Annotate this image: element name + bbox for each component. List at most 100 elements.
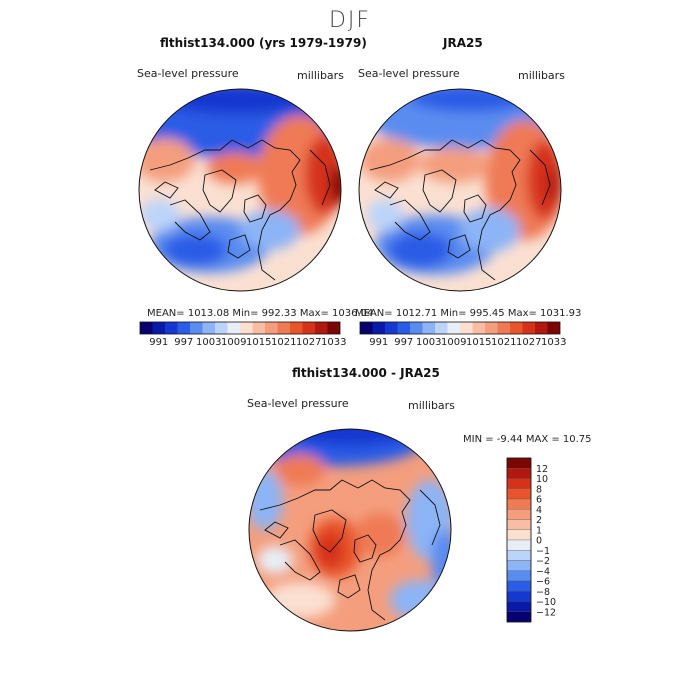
panel3-colorbar-tick-label: 0 bbox=[536, 536, 542, 547]
panel1-units-label: millibars bbox=[297, 69, 344, 82]
panel2-colorbar-tick-label: 1027 bbox=[516, 337, 541, 348]
panel1-colorbar-tick-label: 1027 bbox=[296, 337, 321, 348]
panel3-variable-label: Sea-level pressure bbox=[247, 397, 349, 410]
panel3-colorbar-tick-label: 6 bbox=[536, 495, 542, 506]
panel2-colorbar-swatch bbox=[435, 322, 448, 334]
panel3-colorbar-swatch bbox=[506, 550, 532, 561]
panel1-colorbar-tick-label: 1021 bbox=[271, 337, 296, 348]
map2-boundary bbox=[358, 88, 562, 292]
panel3-colorbar-tick-label: 12 bbox=[536, 464, 548, 475]
panel3-colorbar-tick-label: −12 bbox=[536, 607, 556, 618]
panel3-colorbar-tick-label: −10 bbox=[536, 597, 556, 608]
panel1-colorbar-swatch bbox=[240, 322, 253, 334]
panel3-colorbar-frame bbox=[506, 457, 532, 623]
panel1-colorbar-tick-label: 991 bbox=[149, 337, 168, 348]
panel3-colorbar-swatch bbox=[506, 539, 532, 551]
panel1-colorbar-swatch bbox=[227, 322, 240, 334]
panel3-colorbar-tick-label: −6 bbox=[536, 577, 550, 588]
panel3-colorbar-swatch bbox=[506, 601, 532, 612]
panel1-colorbar-tick-label: 1003 bbox=[196, 337, 221, 348]
panel3-colorbar-swatch bbox=[506, 570, 532, 582]
panel1-colorbar-swatch bbox=[315, 322, 328, 334]
panel2-colorbar-swatch bbox=[385, 322, 398, 334]
panel1-colorbar-swatch bbox=[265, 322, 278, 334]
panel3-colorbar-swatch bbox=[506, 478, 532, 489]
panel2-colorbar-tick-label: 1021 bbox=[491, 337, 516, 348]
panel1-colorbar-swatch bbox=[252, 322, 265, 334]
panel2-colorbar-swatch bbox=[485, 322, 498, 334]
season-title: DJF bbox=[328, 8, 372, 33]
panel3-units-label: millibars bbox=[408, 399, 455, 412]
panel1-colorbar-swatch bbox=[190, 322, 203, 334]
panel1-colorbar-swatch bbox=[327, 322, 340, 334]
panel2-title: JRA25 bbox=[443, 36, 483, 50]
panel3-colorbar-tick-label: −1 bbox=[536, 546, 550, 557]
map2 bbox=[358, 88, 562, 292]
panel2-colorbar-tick-label: 997 bbox=[394, 337, 413, 348]
panel3-colorbar-swatch bbox=[506, 509, 532, 520]
panel2-colorbar-tick-label: 991 bbox=[369, 337, 388, 348]
panel1-colorbar-tick-label: 1015 bbox=[246, 337, 271, 348]
panel3-minmax: MIN = -9.44 MAX = 10.75 bbox=[463, 434, 592, 445]
panel1-colorbar-frame bbox=[139, 321, 341, 335]
panel1-colorbar-tick-label: 1009 bbox=[221, 337, 246, 348]
panel2-colorbar-tick-label: 1003 bbox=[416, 337, 441, 348]
panel1-variable-label: Sea-level pressure bbox=[137, 67, 239, 80]
panel2-colorbar-tick-label: 1009 bbox=[441, 337, 466, 348]
panel3-colorbar-swatch bbox=[506, 488, 532, 500]
panel1-colorbar-swatch bbox=[165, 322, 178, 334]
panel2-colorbar-swatch bbox=[547, 322, 560, 334]
panel2-variable-label: Sea-level pressure bbox=[358, 67, 460, 80]
panel2-colorbar-swatch bbox=[535, 322, 548, 334]
panel3-colorbar-tick-label: 2 bbox=[536, 515, 542, 526]
panel2-units-label: millibars bbox=[518, 69, 565, 82]
panel1-colorbar-tick-label: 997 bbox=[174, 337, 193, 348]
panel1-colorbar-swatch bbox=[152, 322, 165, 334]
panel2-colorbar-swatch bbox=[410, 322, 423, 334]
panel2-colorbar-swatch bbox=[497, 322, 510, 334]
map3-boundary bbox=[248, 428, 452, 632]
panel2-colorbar-swatch bbox=[372, 322, 385, 334]
panel1-colorbar-tick-label: 1033 bbox=[321, 337, 346, 348]
panel3-colorbar-swatch bbox=[506, 580, 532, 592]
panel3-colorbar-swatch bbox=[506, 611, 532, 623]
panel1-colorbar-swatch bbox=[277, 322, 290, 334]
panel2-colorbar-tick-label: 1015 bbox=[466, 337, 491, 348]
panel2-colorbar-swatch bbox=[447, 322, 460, 334]
panel3-colorbar-swatch bbox=[506, 519, 532, 530]
panel2-colorbar-swatch bbox=[510, 322, 523, 334]
panel1-colorbar-swatch bbox=[177, 322, 190, 334]
panel3-colorbar-swatch bbox=[506, 457, 532, 469]
panel2-colorbar-swatch bbox=[522, 322, 535, 334]
panel1-title: flthist134.000 (yrs 1979-1979) bbox=[160, 36, 367, 50]
map1-boundary bbox=[138, 88, 342, 292]
panel3-title: flthist134.000 - JRA25 bbox=[292, 366, 440, 380]
panel1-colorbar-swatch bbox=[290, 322, 303, 334]
panel2-colorbar-swatch bbox=[397, 322, 410, 334]
panel3-colorbar-tick-label: 1 bbox=[536, 525, 542, 536]
panel1-colorbar-swatch bbox=[302, 322, 315, 334]
panel2-colorbar: 991 997 1003 1009 1015 1021 1027 1033 bbox=[359, 321, 566, 348]
panel2-colorbar-swatch bbox=[460, 322, 473, 334]
panel2-colorbar-tick-label: 1033 bbox=[541, 337, 566, 348]
panel2-colorbar-swatch bbox=[360, 322, 373, 334]
panel3-colorbar-tick-label: 8 bbox=[536, 484, 542, 495]
panel1-colorbar-swatch bbox=[215, 322, 228, 334]
panel1-colorbar-swatch bbox=[202, 322, 215, 334]
panel3-colorbar-swatch bbox=[506, 498, 532, 510]
panel1-colorbar-swatch bbox=[140, 322, 153, 334]
map1 bbox=[138, 88, 342, 292]
panel3-colorbar-tick-label: 10 bbox=[536, 474, 548, 485]
panel2-colorbar-swatch bbox=[472, 322, 485, 334]
panel3-colorbar-tick-label: −2 bbox=[536, 556, 550, 567]
panel2-colorbar-frame bbox=[359, 321, 561, 335]
panel3-colorbar-tick-label: −4 bbox=[536, 566, 550, 577]
panel2-stats: MEAN= 1012.71 Min= 995.45 Max= 1031.93 bbox=[355, 308, 582, 319]
map3 bbox=[248, 428, 452, 632]
panel3-colorbar-swatch bbox=[506, 468, 532, 479]
panel3-colorbar-swatch bbox=[506, 591, 532, 602]
panel3-colorbar-swatch bbox=[506, 529, 532, 541]
panel3-colorbar-swatch bbox=[506, 560, 532, 571]
panel3-colorbar-tick-label: 4 bbox=[536, 505, 542, 516]
